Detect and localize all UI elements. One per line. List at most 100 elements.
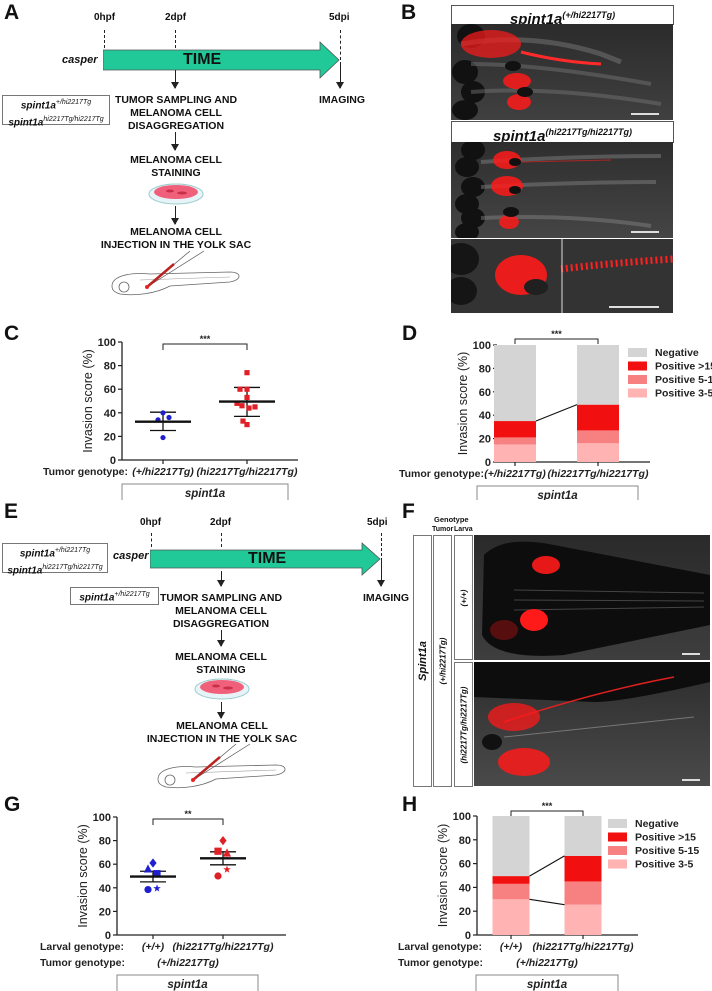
step-staining: MELANOMA CELL STAINING — [175, 651, 267, 676]
data-point-square — [246, 405, 252, 411]
scale-bar — [631, 113, 659, 115]
row-value: (hi2217Tg/hi2217Tg) — [173, 941, 274, 953]
connector-line — [529, 855, 565, 877]
significance-bracket — [510, 810, 584, 816]
panel-letter-g: G — [4, 793, 21, 816]
row-value: (+/hi2217Tg) — [132, 466, 194, 478]
bar-segment-positive-15 — [494, 421, 536, 438]
gene-box — [116, 974, 259, 991]
y-tick-label: 20 — [479, 434, 491, 446]
genotype-sup: +/hi2217Tg — [114, 591, 150, 598]
bar-segment-negative — [577, 345, 619, 405]
gene-label: Spint1a — [416, 641, 429, 681]
row-value: (+/+) — [142, 941, 165, 953]
time-arrow-label: TIME — [248, 550, 287, 567]
y-tick-label: 100 — [473, 340, 491, 352]
timeline-tick — [340, 30, 341, 60]
step-injection: MELANOMA CELL INJECTION IN THE YOLK SAC — [100, 226, 252, 251]
panel-letter-h: H — [402, 793, 418, 816]
legend-swatch — [608, 832, 627, 842]
fluorescence-image-zoom — [451, 239, 673, 313]
data-point-circle — [160, 434, 166, 441]
fluorescence-image-hom — [451, 142, 673, 238]
timepoint-2dpf: 2dpf — [210, 517, 232, 528]
bar-segment-positive-5-15 — [494, 437, 536, 445]
timeline-tick — [104, 30, 105, 48]
timeline-tick — [151, 533, 152, 547]
bar-segment-positive-3-5 — [494, 444, 536, 462]
genotype-sup: hi2217Tg/hi2217Tg — [42, 564, 103, 572]
fluorescence-image-hom-larva — [474, 662, 710, 786]
timepoint-2dpf: 2dpf — [165, 12, 187, 23]
strain-label: casper — [113, 550, 149, 562]
panel-letter-e: E — [4, 500, 19, 523]
petri-dish-icon — [148, 183, 204, 205]
gene-box-label: spint1a — [527, 979, 568, 991]
bar-segment-negative — [494, 345, 536, 422]
y-tick-label: 80 — [104, 361, 116, 373]
panel-letter-b: B — [401, 1, 417, 24]
arrow-down-icon — [217, 630, 225, 647]
y-axis-label: Invasion score (%) — [76, 824, 90, 928]
gene-box — [475, 974, 619, 991]
bar-segment-positive-5-15 — [564, 881, 602, 905]
y-axis-label: Invasion score (%) — [456, 352, 470, 456]
scale-bar — [609, 306, 659, 308]
larva-genotype-hom: (hi2217Tg/hi2217Tg) — [459, 686, 468, 763]
gene-box-label: spint1a — [185, 488, 226, 500]
y-tick-label: 40 — [479, 410, 491, 422]
tumor-label: Tumor — [432, 526, 454, 533]
tumor-genotype-box: (+/hi2217Tg) — [433, 535, 452, 787]
bar-segment-negative — [492, 816, 530, 877]
row-label: Tumor genotype: — [40, 957, 125, 969]
data-point-square — [244, 370, 250, 376]
legend-swatch — [608, 846, 627, 855]
legend-label: Positive 5-15 — [635, 845, 699, 857]
tumor-genotype-box: spint1a+/hi2217Tg — [70, 587, 159, 605]
data-point-circle — [214, 872, 222, 880]
bar-segment-positive-5-15 — [492, 883, 530, 900]
header-genotype: (hi2217Tg/hi2217Tg) — [545, 127, 633, 137]
y-tick-label: 60 — [99, 859, 111, 871]
bar-segment-negative — [564, 816, 602, 856]
data-point-square — [252, 404, 258, 410]
data-point-circle — [144, 885, 152, 894]
data-point-triangle — [143, 864, 153, 873]
connector-line — [535, 404, 578, 422]
arrow-down-icon — [171, 206, 179, 225]
significance-label: ** — [184, 809, 192, 819]
legend-label: Positive >15 — [655, 361, 712, 373]
data-point-square — [240, 418, 246, 424]
data-point-square — [234, 400, 240, 406]
timepoint-5dpi: 5dpi — [367, 517, 388, 528]
y-tick-label: 40 — [99, 883, 111, 895]
legend-label: Negative — [635, 818, 679, 830]
bar-segment-positive-15 — [577, 404, 619, 431]
timeline-tick — [221, 533, 222, 547]
significance-bracket — [152, 818, 224, 825]
connector-line — [529, 898, 565, 906]
data-point-square — [244, 394, 250, 401]
larva-label: Larva — [454, 526, 473, 533]
larva-zoom-fluorescence — [451, 239, 673, 313]
panel-letter-f: F — [402, 500, 415, 523]
y-tick-label: 0 — [465, 930, 471, 942]
panel-letter-a: A — [4, 1, 20, 24]
y-tick-label: 0 — [110, 455, 116, 467]
data-point-square — [153, 870, 161, 878]
genotype-line: spint1a — [19, 548, 55, 560]
timeline-tick — [381, 533, 382, 561]
row-value: (hi2217Tg/hi2217Tg) — [548, 468, 649, 480]
y-tick-label: 20 — [104, 431, 116, 443]
genotype-line: spint1a — [79, 592, 115, 604]
y-tick-label: 60 — [104, 384, 116, 396]
y-tick-label: 100 — [453, 811, 471, 823]
step-tumor-sampling: TUMOR SAMPLING AND MELANOMA CELL DISAGGR… — [114, 94, 238, 132]
zebrafish-larva-injection-icon — [111, 250, 240, 296]
genotype-box: spint1a+/hi2217Tg spint1ahi2217Tg/hi2217… — [2, 95, 110, 129]
data-point-square — [214, 847, 222, 855]
data-point-square — [237, 386, 243, 392]
